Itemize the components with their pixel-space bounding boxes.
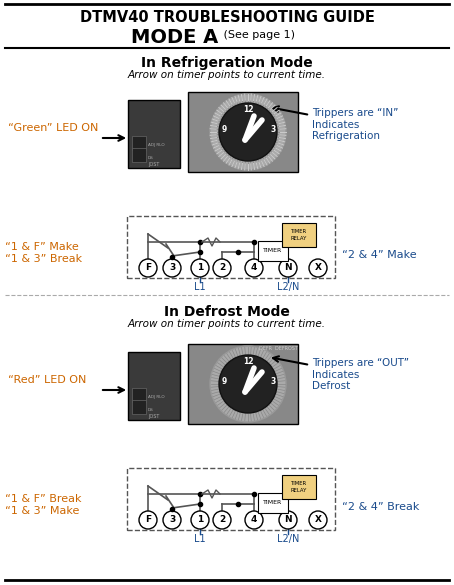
Circle shape <box>139 511 157 529</box>
Circle shape <box>191 511 209 529</box>
Circle shape <box>191 259 209 277</box>
Text: “1 & F” Make
“1 & 3” Break: “1 & F” Make “1 & 3” Break <box>5 242 82 264</box>
Circle shape <box>210 94 286 170</box>
Text: 3: 3 <box>169 515 175 525</box>
Text: “Green” LED ON: “Green” LED ON <box>8 123 99 133</box>
FancyBboxPatch shape <box>282 475 316 499</box>
Text: “Red” LED ON: “Red” LED ON <box>8 375 86 385</box>
Text: DS: DS <box>148 408 154 412</box>
Text: 12: 12 <box>243 105 253 115</box>
Text: TIMER: TIMER <box>263 249 283 253</box>
Text: X: X <box>315 515 321 525</box>
Text: L1: L1 <box>194 534 206 544</box>
Text: 9: 9 <box>222 377 227 387</box>
Circle shape <box>163 511 181 529</box>
Circle shape <box>309 511 327 529</box>
Text: F: F <box>145 263 151 273</box>
Text: “1 & F” Break
“1 & 3” Make: “1 & F” Break “1 & 3” Make <box>5 494 82 516</box>
FancyBboxPatch shape <box>258 241 288 261</box>
Text: ADJ RLO: ADJ RLO <box>148 143 165 147</box>
Bar <box>128 352 180 420</box>
Circle shape <box>163 259 181 277</box>
Text: TIMER
RELAY: TIMER RELAY <box>291 229 307 240</box>
Circle shape <box>245 259 263 277</box>
Text: 3: 3 <box>169 263 175 273</box>
Text: DS: DS <box>148 156 154 160</box>
Text: 12: 12 <box>243 357 253 366</box>
Text: JOST: JOST <box>148 414 159 419</box>
Text: Trippers are “OUT”
Indicates
Defrost: Trippers are “OUT” Indicates Defrost <box>312 358 409 391</box>
FancyBboxPatch shape <box>282 223 316 247</box>
Bar <box>132 400 146 414</box>
Circle shape <box>309 259 327 277</box>
Bar <box>127 216 335 278</box>
Text: L2/N: L2/N <box>277 534 299 544</box>
Text: Arrow on timer points to current time.: Arrow on timer points to current time. <box>128 70 326 80</box>
Bar <box>188 92 298 172</box>
Text: L1: L1 <box>194 282 206 292</box>
Circle shape <box>245 511 263 529</box>
Circle shape <box>219 103 277 161</box>
Text: N: N <box>284 263 292 273</box>
Text: “2 & 4” Break: “2 & 4” Break <box>342 502 419 512</box>
Text: 3: 3 <box>271 377 276 387</box>
Bar <box>188 344 298 424</box>
Text: 1: 1 <box>197 515 203 525</box>
Text: In Refrigeration Mode: In Refrigeration Mode <box>141 56 313 70</box>
Text: (See page 1): (See page 1) <box>220 30 295 40</box>
Text: X: X <box>315 263 321 273</box>
Text: MODE A: MODE A <box>131 28 219 47</box>
Text: Arrow on timer points to current time.: Arrow on timer points to current time. <box>128 319 326 329</box>
Bar <box>132 148 146 162</box>
Text: 2: 2 <box>219 515 225 525</box>
FancyBboxPatch shape <box>258 493 288 513</box>
Text: TIMER
RELAY: TIMER RELAY <box>291 481 307 493</box>
Text: L2/N: L2/N <box>277 282 299 292</box>
Bar <box>128 100 180 168</box>
Bar <box>132 388 146 402</box>
Circle shape <box>139 259 157 277</box>
Text: ADJ RLO: ADJ RLO <box>148 395 165 399</box>
Text: In Defrost Mode: In Defrost Mode <box>164 305 290 319</box>
Text: F: F <box>145 515 151 525</box>
Text: 2: 2 <box>219 263 225 273</box>
Text: N: N <box>284 515 292 525</box>
Text: 4: 4 <box>251 515 257 525</box>
Text: 9: 9 <box>222 126 227 135</box>
Text: 3: 3 <box>271 126 276 135</box>
Text: JOST: JOST <box>148 162 159 167</box>
Text: TIMER: TIMER <box>263 501 283 505</box>
Text: DTMV40 TROUBLESHOOTING GUIDE: DTMV40 TROUBLESHOOTING GUIDE <box>79 10 375 25</box>
Text: 1: 1 <box>197 263 203 273</box>
Circle shape <box>213 259 231 277</box>
Circle shape <box>213 511 231 529</box>
Bar <box>127 468 335 530</box>
Text: 4: 4 <box>251 263 257 273</box>
Text: DEFR  DEFROST: DEFR DEFROST <box>259 346 297 350</box>
Text: Trippers are “IN”
Indicates
Refrigeration: Trippers are “IN” Indicates Refrigeratio… <box>312 108 398 141</box>
Text: “2 & 4” Make: “2 & 4” Make <box>342 250 417 260</box>
Circle shape <box>279 511 297 529</box>
Circle shape <box>219 355 277 413</box>
Circle shape <box>279 259 297 277</box>
Bar <box>132 136 146 150</box>
Circle shape <box>210 346 286 422</box>
